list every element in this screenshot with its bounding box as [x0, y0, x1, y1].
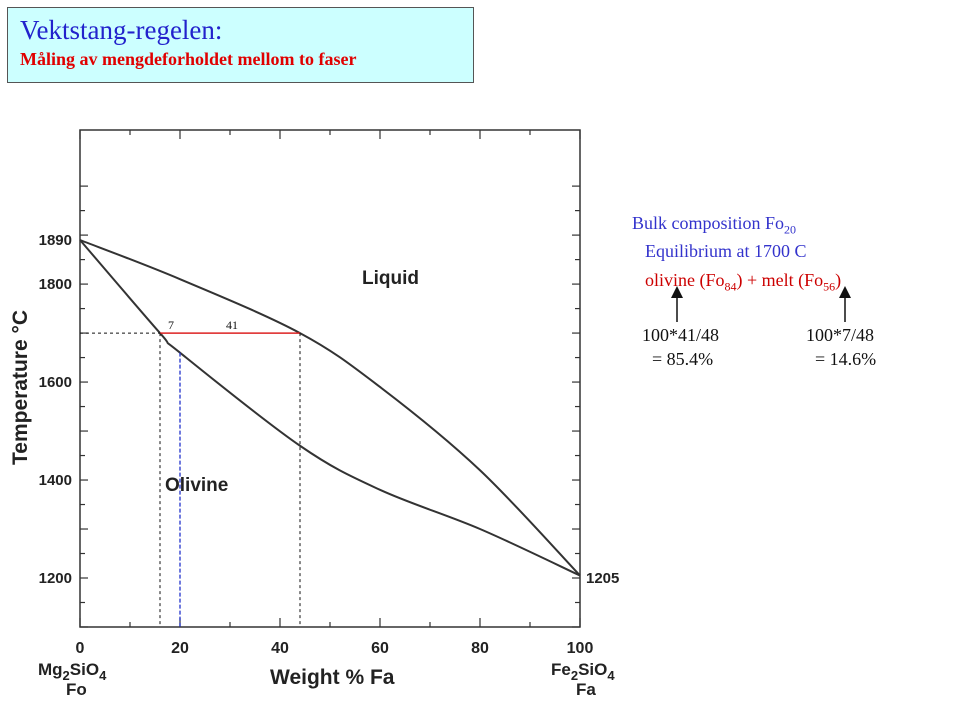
page-subtitle: Måling av mengdeforholdet mellom to fase…	[20, 49, 357, 69]
solidus-curve	[79, 239, 581, 577]
right-end-member: Fe2SiO4 Fa	[551, 660, 615, 699]
axis-ticks	[79, 130, 581, 628]
bulk-composition-text: Bulk composition Fo20	[632, 213, 797, 237]
x-tick-label: 100	[567, 640, 594, 657]
result-melt: = 14.6%	[815, 349, 877, 369]
title-box: Vektstang-regelen: Måling av mengdeforho…	[7, 7, 474, 83]
y-axis-title: Temperature °C	[9, 310, 32, 465]
equilibrium-text: Equilibrium at 1700 C	[645, 241, 807, 261]
x-tick-label: 60	[371, 640, 389, 657]
x-tick-label: 0	[76, 640, 85, 657]
x-tick-labels: 0 20 40 60 80 100	[76, 640, 594, 657]
svg-text:Fa: Fa	[576, 680, 596, 699]
svg-text:Fe2SiO4: Fe2SiO4	[551, 660, 615, 683]
region-label-liquid: Liquid	[362, 268, 419, 289]
y-tick-label: 1800	[39, 276, 72, 293]
lever-left-label: 7	[168, 318, 174, 332]
left-end-member: Mg2SiO4 Fo	[38, 660, 107, 699]
svg-text:Fo: Fo	[66, 680, 87, 699]
right-end-temperature: 1205	[586, 570, 619, 587]
liquidus-curve	[79, 239, 581, 577]
x-tick-label: 40	[271, 640, 289, 657]
y-tick-label: 1890	[39, 232, 72, 249]
arrow-melt	[839, 286, 851, 322]
x-axis-title: Weight % Fa	[270, 666, 395, 689]
arrow-olivine	[671, 286, 683, 322]
y-tick-label: 1200	[39, 570, 72, 587]
region-label-olivine: Olivine	[165, 475, 228, 496]
page-title: Vektstang-regelen:	[20, 15, 223, 45]
calc-melt: 100*7/48	[806, 325, 875, 345]
y-tick-labels: 1890 1800 1600 1400 1200	[39, 232, 72, 587]
y-tick-label: 1600	[39, 374, 72, 391]
y-tick-label: 1400	[39, 472, 72, 489]
phase-assemblage-text: olivine (Fo84) + melt (Fo56)	[645, 270, 842, 294]
svg-text:Mg2SiO4: Mg2SiO4	[38, 660, 107, 683]
plot-frame	[79, 129, 581, 628]
calc-olivine: 100*41/48	[642, 325, 720, 345]
x-tick-label: 80	[471, 640, 489, 657]
lever-right-label: 41	[226, 318, 238, 332]
result-olivine: = 85.4%	[652, 349, 714, 369]
x-tick-label: 20	[171, 640, 189, 657]
